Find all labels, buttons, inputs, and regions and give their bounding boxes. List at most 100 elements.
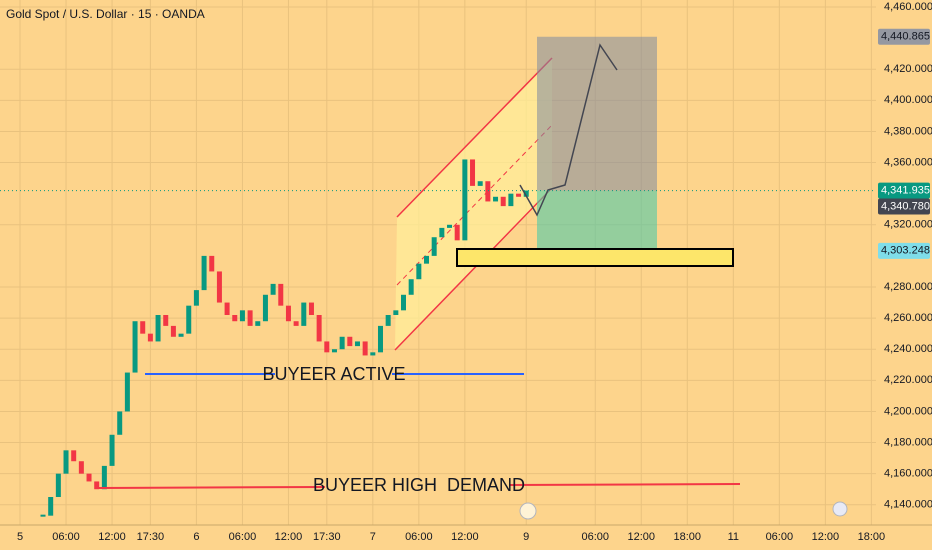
x-tick-label: 17:30 [137,531,165,543]
candle-body [362,341,368,356]
candle-body [493,196,499,202]
y-tick-label: 4,420.000 [884,63,932,75]
y-tick-label: 4,180.000 [884,436,932,448]
candle-body [354,341,360,347]
candle-body [424,255,430,264]
y-tick-label: 4,160.000 [884,468,932,480]
candle-body [94,481,100,490]
candle-body [63,450,69,474]
candle-body [401,294,406,311]
candle-body [308,302,314,315]
y-tick-label: 4,140.000 [884,499,932,511]
candle-body [224,302,230,315]
x-tick-label: 12:00 [451,531,479,543]
candle-body [262,294,268,322]
x-tick-label: 5 [17,531,23,543]
candle-body [431,237,437,256]
y-tick-label: 4,400.000 [884,94,932,106]
x-tick-label: 7 [370,531,376,543]
target-zone [537,36,657,191]
candle-body [201,255,207,291]
candle-body [462,159,468,241]
price-tag [878,198,930,215]
y-tick-label: 4,220.000 [884,374,932,386]
x-tick-label: 06:00 [229,531,257,543]
price-tag [878,28,930,45]
candle-body [193,290,199,306]
annotation: BUYEER ACTIVE [262,364,405,384]
price-tag [878,242,930,259]
annotation: BUYEER HIGH DEMAND [313,475,525,495]
candle-body [140,321,146,334]
candle-body [270,283,276,295]
candle-body [316,315,322,342]
candle-body [285,305,291,322]
candle-body [408,279,414,295]
price-tag [878,182,930,199]
candle-body [232,315,238,322]
price-tag-label: 4,341.935 [881,185,930,197]
x-tick-label: 11 [728,531,739,543]
channel-top [396,57,553,218]
candle-body [500,196,506,207]
chart-title: Gold Spot / U.S. Dollar · 15 · OANDA [6,7,205,21]
x-tick-label: 12:00 [98,531,126,543]
price-tag-label: 4,303.248 [881,245,930,257]
level-line [509,483,741,486]
candle-body [48,497,54,516]
candle-body [293,321,299,326]
price-tag-label: 4,440.865 [881,31,930,43]
candle-body [117,411,123,435]
candle-body [132,321,138,373]
x-tick-label: 18:00 [674,531,702,543]
candle-body [485,181,491,202]
y-tick-label: 4,460.000 [884,1,932,13]
candle-body [163,315,169,326]
y-tick-label: 4,320.000 [884,219,932,231]
candle-body [347,336,353,347]
candle-body [71,450,77,462]
y-tick-label: 4,360.000 [884,156,932,168]
candle-body [470,159,476,186]
x-tick-label: 12:00 [275,531,303,543]
event-icon [519,502,537,520]
candle-body [339,336,345,350]
y-tick-label: 4,240.000 [884,343,932,355]
candle-body [186,305,192,334]
price-axis [876,0,932,550]
price-tag-label: 4,340.780 [881,200,930,212]
candle-body [40,514,46,517]
candle-body [370,352,376,356]
y-tick-label: 4,380.000 [884,125,932,137]
candle-body [109,434,115,466]
candle-body [447,224,453,228]
channel-mid [396,124,553,286]
event-icon [832,501,848,517]
candle-body [324,341,330,353]
grid [0,0,876,525]
candle-body [216,271,222,303]
x-tick-label: 17:30 [313,531,341,543]
x-tick-label: 18:00 [858,531,886,543]
candle-body [331,349,337,353]
x-tick-label: 06:00 [581,531,609,543]
position-box [537,36,657,251]
candle-body [516,193,522,197]
channel-bottom [394,189,551,351]
y-tick-label: 4,260.000 [884,312,932,324]
demand-zone [456,248,734,267]
candle-body [278,283,284,306]
x-tick-label: 6 [193,531,199,543]
candle-body [239,310,245,322]
x-tick-label: 06:00 [52,531,80,543]
candle-body [155,315,161,342]
candle-body [508,193,514,207]
candle-body [416,263,422,280]
candle-body [209,255,215,272]
x-tick-label: 06:00 [766,531,794,543]
candle-body [124,372,130,412]
candle-body [101,465,107,490]
candle-body [170,325,176,337]
candle-body [454,224,460,241]
